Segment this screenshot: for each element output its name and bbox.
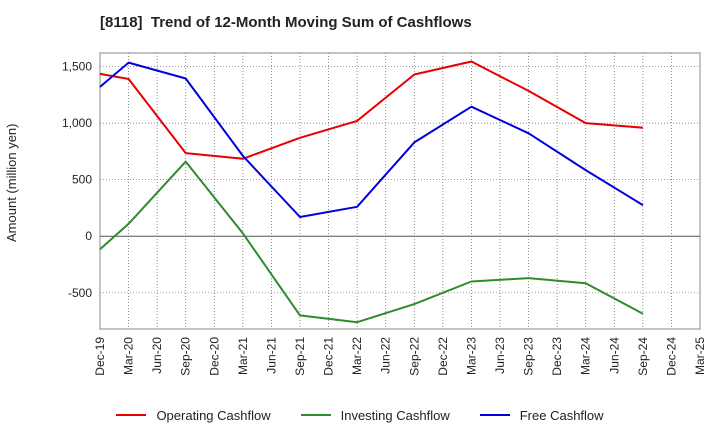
- y-tick-label: 1,000: [62, 116, 92, 130]
- tick-labels: -500 0 500 1,000 1,500 Dec-19 Mar-20 Jun-20 Sep-…: [62, 60, 707, 376]
- chart-title: [8118] Trend of 12-Month Moving Sum of C…: [100, 14, 472, 31]
- x-tick-label: Jun-23: [493, 337, 507, 374]
- x-tick-label: Sep-24: [636, 337, 650, 376]
- x-tick-label: Dec-20: [207, 337, 221, 376]
- investing-cashflow-line: [99, 160, 644, 324]
- x-tick-label: Dec-24: [664, 337, 678, 376]
- x-tick-label: Mar-25: [693, 337, 707, 375]
- y-tick-label: -500: [68, 286, 92, 300]
- x-tick-label: Jun-24: [607, 337, 621, 374]
- x-tick-label: Sep-23: [522, 337, 536, 376]
- x-tick-label: Dec-23: [550, 337, 564, 376]
- x-tick-label: Mar-22: [350, 337, 364, 375]
- plot-area: [100, 53, 700, 329]
- operating-cashflow-line: [99, 60, 643, 160]
- legend: Operating Cashflow Investing Cashflow Free…: [0, 404, 720, 426]
- axes: [99, 52, 701, 330]
- x-tick-label: Mar-24: [579, 337, 593, 375]
- y-tick-label: 1,500: [62, 60, 92, 74]
- legend-item-operating-cashflow: Operating Cashflow: [116, 404, 271, 426]
- x-tick-label: Jun-22: [379, 337, 393, 374]
- series-lines: [99, 60, 644, 324]
- y-tick-label: 500: [72, 173, 92, 187]
- x-tick-label: Sep-22: [407, 337, 421, 376]
- x-tick-label: Sep-21: [293, 337, 307, 376]
- legend-swatch: [300, 414, 331, 416]
- x-tick-label: Dec-19: [93, 337, 107, 376]
- y-tick-label: 0: [85, 229, 92, 243]
- plot-frame: [99, 52, 701, 330]
- legend-swatch: [116, 414, 147, 416]
- legend-label: Free Cashflow: [519, 407, 604, 423]
- x-tick-label: Mar-21: [236, 337, 250, 375]
- x-tick-label: Jun-21: [264, 337, 278, 374]
- legend-label: Investing Cashflow: [340, 407, 450, 423]
- free-cashflow-line: [99, 61, 644, 218]
- legend-label: Operating Cashflow: [156, 407, 271, 423]
- legend-item-investing-cashflow: Investing Cashflow: [300, 404, 450, 426]
- x-tick-label: Dec-22: [436, 337, 450, 376]
- x-tick-label: Mar-20: [122, 337, 136, 375]
- x-tick-label: Sep-20: [179, 337, 193, 376]
- x-tick-label: Dec-21: [322, 337, 336, 376]
- legend-item-free-cashflow: Free Cashflow: [479, 404, 604, 426]
- x-tick-label: Jun-20: [150, 337, 164, 374]
- x-tick-label: Mar-23: [464, 337, 478, 375]
- legend-swatch: [479, 414, 510, 416]
